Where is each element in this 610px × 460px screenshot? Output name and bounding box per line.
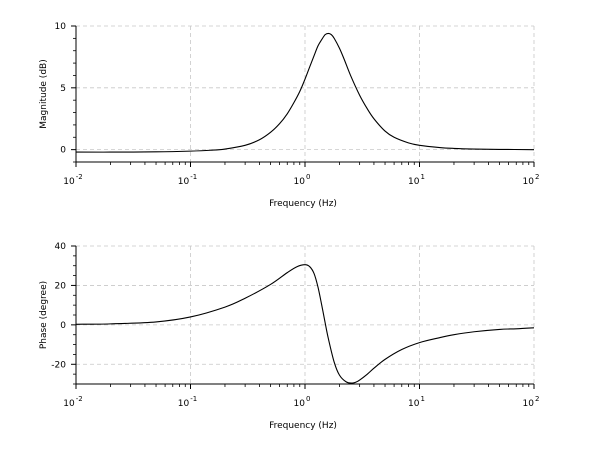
phase-curve [75, 264, 535, 384]
x-tick-label: 100 [294, 395, 311, 409]
y-ticks [71, 245, 76, 385]
magnitude-curve [75, 32, 535, 153]
x-axis-label: Frequency (Hz) [269, 421, 337, 431]
magnitude-plot: 10-2 10-1 100 101 102 0 5 10 Frequency (Hz) Magni… [39, 22, 539, 209]
y-axis-label: Magnitude (dB) [39, 59, 49, 128]
x-tick-label: 10-2 [63, 173, 82, 187]
x-tick-label: 100 [294, 173, 311, 187]
y-tick-label: 5 [60, 84, 66, 94]
y-tick-label: -20 [51, 360, 66, 370]
grid-lines [75, 245, 535, 384]
y-axis-label: Phase (degree) [39, 281, 49, 349]
y-tick-label: 10 [55, 22, 67, 32]
x-ticks [75, 384, 535, 389]
x-tick-label: 10-1 [178, 395, 197, 409]
y-ticks [71, 25, 76, 163]
y-tick-label: 0 [60, 146, 66, 156]
x-tick-label: 10-2 [63, 395, 82, 409]
y-tick-label: 40 [55, 242, 67, 252]
x-ticks [75, 162, 535, 167]
x-tick-label: 101 [408, 173, 425, 187]
x-tick-label: 102 [523, 395, 540, 409]
x-tick-label: 10-1 [178, 173, 197, 187]
grid-lines [75, 25, 535, 162]
x-axis-label: Frequency (Hz) [269, 199, 337, 209]
y-tick-label: 20 [55, 281, 67, 291]
x-tick-label: 102 [523, 173, 540, 187]
phase-plot: 10-2 10-1 100 101 102 -20 0 20 40 Frequency (Hz) P… [39, 242, 539, 431]
x-tick-label: 101 [408, 395, 425, 409]
y-tick-label: 0 [60, 321, 66, 331]
